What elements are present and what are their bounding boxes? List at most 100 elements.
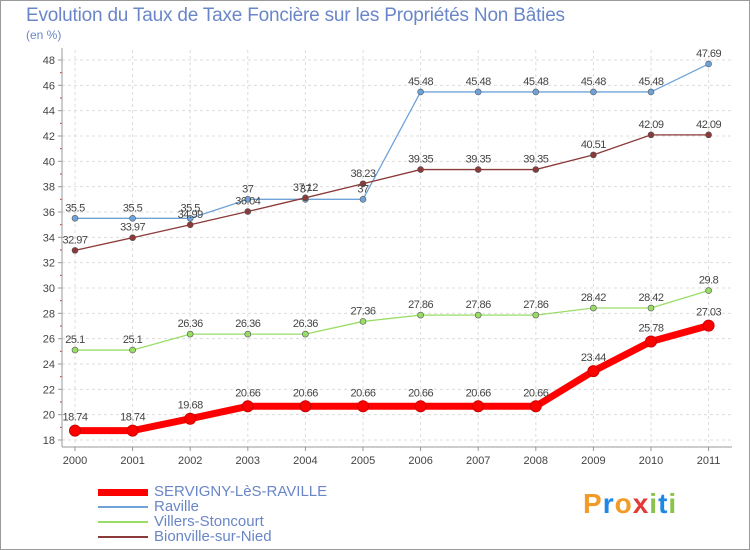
proxiti-logo: Proxiti [583,488,677,520]
y-tick-label: 30 [43,283,55,295]
legend-label: Villers-Stoncourt [154,513,264,530]
series-line-3 [74,134,710,252]
y-tick-label: 20 [43,410,55,422]
data-point [474,88,482,96]
data-label: 27.03 [696,307,721,319]
y-axis-ticks: 18 20 22 24 26 28 30 32 34 36 38 40 42 44 46 48 [43,55,55,447]
x-tick-label: 2010 [639,455,663,467]
legend-label: Raville [154,498,200,515]
data-point [587,365,600,378]
y-axis-unit: (en %) [26,28,62,42]
data-point [417,311,424,319]
data-point [129,234,136,242]
x-tick-label: 2011 [697,455,721,467]
data-label: 39.35 [523,154,548,166]
y-tick-label: 38 [43,182,55,194]
y-tick-label: 46 [43,80,55,92]
axes [58,48,732,451]
data-label: 42.09 [696,119,721,131]
data-point [590,88,597,96]
series-line-0 [71,322,713,435]
data-label: 36.04 [235,195,260,207]
data-label: 27.36 [350,305,375,317]
logo-letter: o [614,488,633,519]
data-point [244,196,252,203]
series-layer [69,60,715,437]
data-label: 45.48 [638,76,663,88]
legend-label: SERVIGNY-LèS-RAVILLE [154,483,328,500]
x-tick-label: 2004 [293,455,317,467]
data-label: 37 [242,183,254,195]
x-tick-label: 2007 [466,455,490,467]
y-tick-label: 48 [43,55,55,67]
data-point [186,330,194,338]
y-tick-label: 24 [43,359,55,371]
data-label: 37 [300,183,312,195]
data-point [129,215,136,222]
x-tick-label: 2008 [524,455,548,467]
data-point [474,311,482,319]
x-tick-label: 2003 [236,455,260,467]
data-point [647,88,655,96]
data-point [532,166,540,173]
data-point [417,166,424,173]
y-tick-label: 42 [43,131,55,143]
y-tick-label: 28 [43,308,55,320]
data-point [357,400,369,413]
data-point [186,221,194,229]
data-point [645,335,657,348]
data-point [241,400,254,413]
data-label: 34.99 [178,209,203,221]
data-label: 45.48 [466,76,491,88]
data-label: 27.86 [408,299,433,311]
data-point [705,287,712,294]
y-tick-label: 36 [43,207,55,219]
data-label: 23.44 [581,352,606,364]
data-point [474,166,482,173]
x-tick-label: 2001 [120,455,144,467]
data-point [302,194,309,202]
y-tick-label: 18 [43,435,55,447]
data-label: 28.42 [638,292,663,304]
data-point [705,131,712,139]
data-point [472,400,485,413]
data-label: 45.48 [408,76,433,88]
logo-letter: t [658,488,669,519]
data-label: 38.23 [350,168,375,180]
data-point [590,304,597,312]
data-point [184,412,197,425]
data-label: 19.68 [178,400,203,412]
data-label: 45.48 [581,76,606,88]
logo-letter: P [583,488,603,519]
series-line-2 [74,289,710,351]
legend-swatch [98,536,148,538]
data-point [244,330,252,338]
legend-swatch [98,521,148,523]
data-label: 20.66 [466,387,491,399]
data-label: 33.97 [120,222,145,234]
chart-title: Evolution du Taux de Taxe Foncière sur l… [26,5,565,26]
logo-letter: i [668,488,678,519]
y-tick-label: 32 [43,258,55,270]
y-tick-label: 22 [43,384,55,396]
legend-swatch [98,506,148,508]
y-tick-label: 44 [43,106,55,118]
x-tick-label: 2009 [581,455,605,467]
data-label: 28.42 [581,292,606,304]
data-point [359,180,367,188]
data-label: 47.69 [696,48,721,60]
data-point [647,131,655,139]
data-point [647,304,655,312]
data-label: 26.36 [235,318,260,330]
y-tick-label: 40 [43,156,55,168]
data-label: 20.66 [408,387,433,399]
data-label: 20.66 [293,387,318,399]
data-label: 25.78 [638,322,663,334]
data-label: 39.35 [466,154,491,166]
data-label: 25.1 [65,334,85,346]
data-label: 29.8 [699,275,719,287]
data-point [299,400,312,413]
data-label: 37 [357,183,369,195]
data-label: 32.97 [62,234,87,246]
